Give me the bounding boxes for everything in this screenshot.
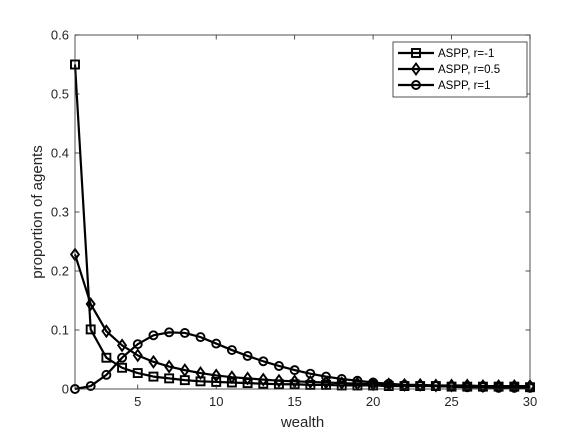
legend-item: ASPP, r=0.5 xyxy=(398,61,500,77)
circle-marker xyxy=(305,368,316,379)
x-tick-label: 30 xyxy=(523,394,537,409)
legend-item: ASPP, r=-1 xyxy=(398,48,494,60)
circle-marker xyxy=(336,374,347,384)
square-marker xyxy=(85,324,96,335)
circle-marker xyxy=(352,375,363,386)
legend-label: ASPP, r=-1 xyxy=(438,48,494,60)
legend-item: ASPP, r=1 xyxy=(398,80,491,92)
circle-marker xyxy=(462,382,473,393)
circle-marker xyxy=(258,356,269,367)
circle-marker xyxy=(242,351,253,361)
diamond-marker xyxy=(117,338,128,353)
series-line xyxy=(74,331,530,391)
circle-marker xyxy=(148,330,159,341)
circle-marker xyxy=(179,328,190,338)
diamond-marker xyxy=(258,372,269,387)
x-tick-label: 25 xyxy=(444,394,458,409)
legend-square-marker xyxy=(411,48,421,58)
circle-marker xyxy=(132,339,143,350)
circle-marker xyxy=(117,352,128,363)
square-marker xyxy=(164,373,175,384)
legend-circle-marker xyxy=(411,80,421,90)
circle-marker xyxy=(509,382,520,393)
y-axis-label: proportion of agents xyxy=(29,145,46,278)
legend-diamond-marker xyxy=(410,61,422,77)
circle-marker xyxy=(383,378,394,389)
square-marker xyxy=(117,362,128,373)
circle-marker xyxy=(211,338,222,349)
diamond-marker xyxy=(85,297,96,312)
square-marker xyxy=(132,368,143,379)
circle-marker xyxy=(226,345,237,356)
x-tick-label: 5 xyxy=(134,394,141,409)
y-tick-label: 0.6 xyxy=(51,28,69,43)
circle-marker xyxy=(289,365,300,376)
diamond-marker xyxy=(305,374,316,389)
diamond-marker xyxy=(399,377,410,392)
diamond-marker xyxy=(132,348,143,363)
diamond-marker xyxy=(164,359,175,374)
legend: ASPP, r=-1 ASPP, r=0.5 ASPP, r=1 xyxy=(392,41,528,98)
circle-marker xyxy=(477,382,488,393)
circle-marker xyxy=(430,381,441,391)
x-axis-label: wealth xyxy=(280,414,324,431)
diamond-marker xyxy=(195,366,206,381)
circle-marker xyxy=(493,382,504,393)
diamond-marker xyxy=(148,354,159,369)
diamond-marker xyxy=(226,370,237,385)
y-tick-label: 0.2 xyxy=(51,264,69,279)
square-marker xyxy=(226,377,237,388)
circle-marker xyxy=(415,380,426,391)
square-marker xyxy=(148,371,159,382)
plot-marks xyxy=(69,59,536,394)
x-tick-label: 10 xyxy=(209,394,223,409)
diamond-marker xyxy=(242,371,253,386)
circle-marker xyxy=(101,369,112,380)
x-tick-label: 15 xyxy=(287,394,301,409)
square-marker xyxy=(101,352,112,363)
circle-marker xyxy=(164,327,175,338)
y-tick-label: 0.5 xyxy=(51,87,69,102)
legend-label: ASPP, r=0.5 xyxy=(438,64,500,76)
circle-marker xyxy=(85,381,96,391)
circle-marker xyxy=(195,332,206,343)
diamond-marker xyxy=(211,368,222,383)
y-tick-label: 0.4 xyxy=(51,146,69,161)
y-tick-label: 0.1 xyxy=(51,323,69,338)
diamond-marker xyxy=(179,363,190,378)
diamond-marker xyxy=(101,324,112,339)
y-tick-label: 0 xyxy=(62,382,69,397)
circle-marker xyxy=(321,371,331,382)
x-tick-label: 20 xyxy=(366,394,380,409)
y-tick-label: 0.3 xyxy=(51,205,69,220)
diamond-marker xyxy=(273,373,285,388)
circle-marker xyxy=(274,361,284,371)
circle-marker xyxy=(446,381,457,392)
axes: 5 10 15 20 25 30 0 0.1 0.2 0.3 0.4 0.5 0.6 xyxy=(51,28,537,410)
legend-label: ASPP, r=1 xyxy=(438,80,491,92)
